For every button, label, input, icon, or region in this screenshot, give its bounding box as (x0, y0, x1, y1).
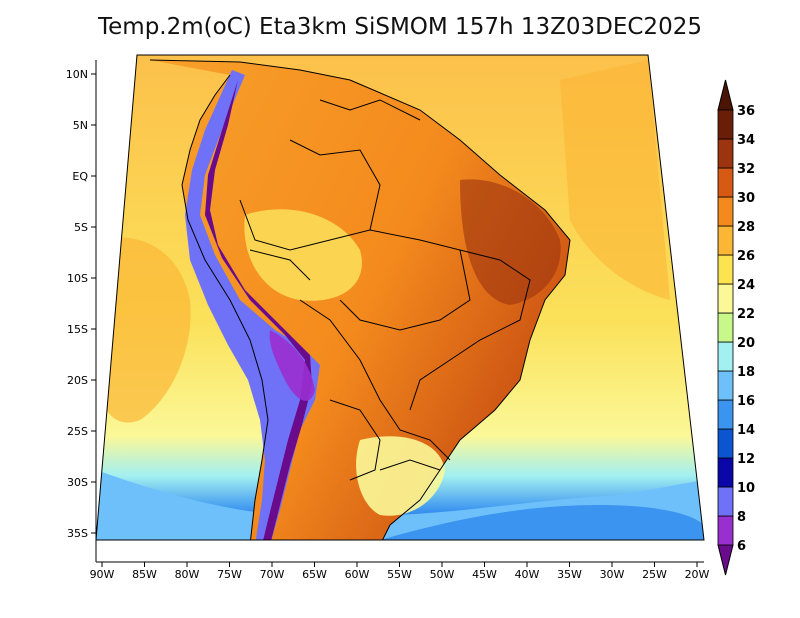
colorbar-swatch (717, 196, 734, 227)
lon-tick-label: 45W (472, 568, 497, 581)
longitude-ticks: 90W 85W 80W 75W 70W 65W 60W 55W 50W 45W 40W 35W 30W 2… (90, 562, 710, 581)
lat-tick-label: 35S (67, 527, 88, 540)
colorbar-swatch (717, 428, 734, 459)
lat-tick-label: 25S (67, 425, 88, 438)
colorbar-swatch (717, 312, 734, 343)
colorbar-label: 20 (737, 336, 755, 351)
colorbar-swatch (717, 225, 734, 256)
lat-tick-label: 15S (67, 323, 88, 336)
colorbar-swatch (717, 138, 734, 169)
lon-tick-label: 80W (175, 568, 200, 581)
lon-tick-label: 90W (90, 568, 115, 581)
colorbar-swatch (717, 399, 734, 430)
colorbar-label: 36 (737, 104, 755, 119)
colorbar-label: 22 (737, 307, 755, 322)
lat-tick-label: 5N (73, 119, 88, 132)
colorbar-label: 16 (737, 394, 755, 409)
colorbar-swatch (717, 370, 734, 401)
colorbar-label: 14 (737, 423, 755, 438)
andes-cold-belt (185, 70, 320, 540)
lat-tick-label: 10N (66, 68, 88, 81)
colorbar-label: 8 (737, 510, 746, 525)
southern-ocean-colder-band (380, 505, 704, 540)
map-title: Temp.2m(oC) Eta3km SiSMOM 157h 13Z03DEC2… (98, 14, 702, 40)
colorbar-label: 34 (737, 133, 755, 148)
map-area (96, 55, 704, 540)
colorbar-label: 18 (737, 365, 755, 380)
andes-mid-highlands (269, 330, 315, 401)
colorbar-label: 10 (737, 481, 755, 496)
colorbar-swatch (717, 109, 734, 140)
colorbar-swatch (717, 254, 734, 285)
latitude-ticks: 10N 5N EQ 5S 10S 15S 20S 25S 30S 35S (66, 68, 96, 540)
lon-tick-label: 70W (260, 568, 285, 581)
colorbar-swatch (717, 457, 734, 488)
lon-tick-label: 35W (557, 568, 582, 581)
lat-tick-label: 5S (74, 221, 88, 234)
lat-tick-label: 20S (67, 374, 88, 387)
colorbar-label: 12 (737, 452, 755, 467)
lon-tick-label: 20W (685, 568, 710, 581)
colorbar-label: 6 (737, 539, 746, 554)
map-frame (95, 54, 705, 541)
atlantic-warm-patch (560, 60, 670, 300)
colorbar-label: 32 (737, 162, 755, 177)
colorbar-label: 28 (737, 220, 755, 235)
lat-tick-label: 10S (67, 272, 88, 285)
colorbar-swatch (717, 283, 734, 314)
colorbar-high-triangle (717, 79, 734, 111)
lon-tick-label: 60W (345, 568, 370, 581)
amazon-mild-patch (244, 209, 362, 301)
colorbar-swatch (717, 515, 734, 546)
lon-tick-label: 50W (430, 568, 455, 581)
lon-tick-label: 55W (387, 568, 412, 581)
political-borders (149, 59, 571, 540)
lon-tick-label: 25W (642, 568, 667, 581)
lon-tick-label: 30W (600, 568, 625, 581)
lon-tick-label: 40W (515, 568, 540, 581)
colorbar-swatch (717, 167, 734, 198)
lon-tick-label: 65W (302, 568, 327, 581)
colorbar-low-triangle (717, 544, 734, 576)
pacific-warm-patch (98, 237, 191, 423)
colorbar-label: 26 (737, 249, 755, 264)
colorbar-label: 24 (737, 278, 755, 293)
colorbar-swatch (717, 341, 734, 372)
lon-tick-label: 75W (217, 568, 242, 581)
lat-tick-label: 30S (67, 476, 88, 489)
colorbar: 6 8 10 12 14 16 18 20 22 24 26 28 30 32 34 36 (717, 79, 755, 576)
colorbar-label: 30 (737, 191, 755, 206)
lat-tick-label: EQ (72, 170, 88, 183)
colorbar-swatch (717, 486, 734, 517)
lon-tick-label: 85W (132, 568, 157, 581)
northeast-hot-patch (460, 179, 561, 305)
